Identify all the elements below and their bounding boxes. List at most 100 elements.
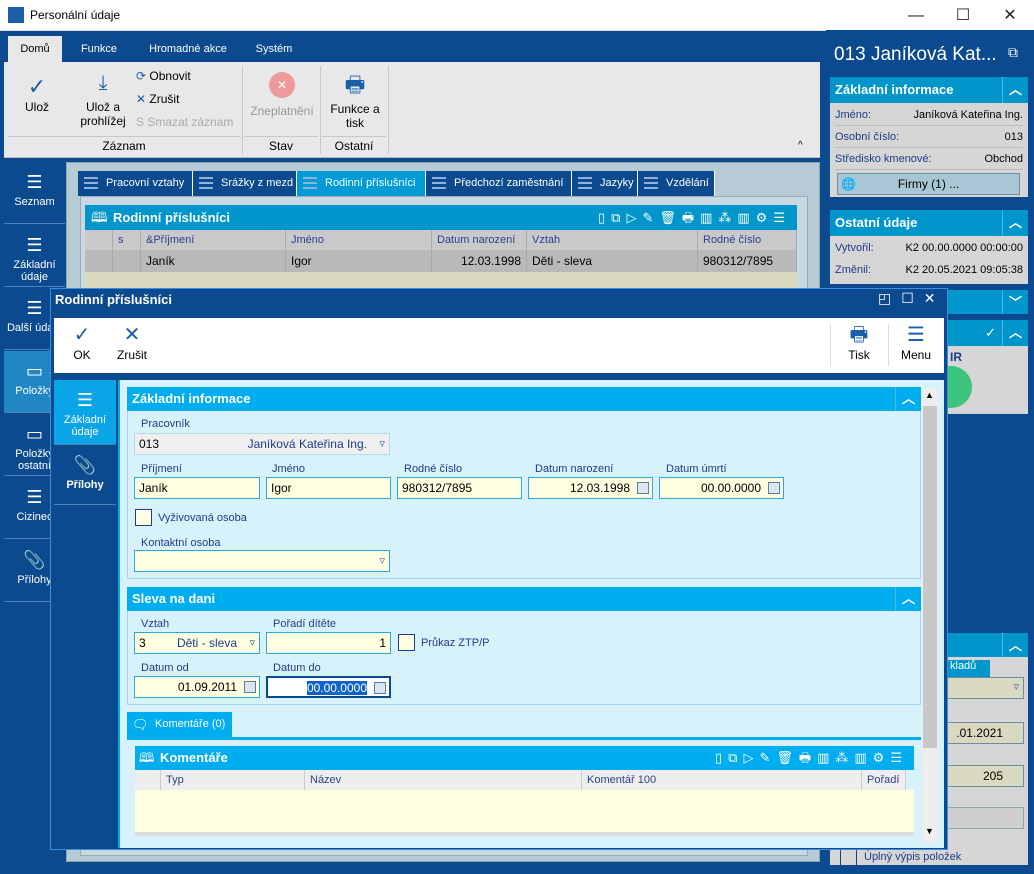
ztp-checkbox[interactable] [398, 634, 415, 651]
column-header-s[interactable]: s [113, 230, 141, 250]
sidebar-item-polozky-ostatni[interactable]: ▭ Položky ostatní [4, 414, 65, 476]
column-header[interactable] [135, 770, 161, 790]
other-info-header[interactable]: Ostatní údaje ︿ [830, 210, 1028, 236]
tab-hromadne-akce[interactable]: Hromadné akce [149, 43, 227, 55]
comments-toolbar-icons[interactable]: ▯⧉▷✎🗑🖶▥⁂▥⚙☰ [715, 750, 908, 765]
surname-field[interactable]: Janík [134, 477, 260, 499]
birth-date-field[interactable]: 12.03.1998 [528, 477, 653, 499]
tab-srazky-z-mezd[interactable]: Srážky z mezd [193, 171, 297, 196]
column-header-jmeno[interactable]: Jméno [286, 230, 432, 250]
partial-number[interactable]: 205 [940, 765, 1024, 787]
tab-funkce[interactable]: Funkce [80, 43, 118, 55]
dependent-checkbox[interactable] [135, 509, 152, 526]
partial-tab[interactable]: kladů [940, 660, 990, 677]
ribbon: ✓ Ulož ⤓ Ulož a prohlížej ⟳ Obnovit ✕ Zr… [4, 62, 820, 158]
list-icon: ☰ [26, 298, 43, 318]
chevron-up-icon[interactable]: ︿ [1002, 633, 1028, 657]
calendar-icon[interactable] [374, 682, 386, 694]
column-header-vztah[interactable]: Vztah [527, 230, 698, 250]
chevron-up-icon[interactable]: ︿ [1002, 77, 1028, 103]
chevron-up-icon[interactable]: ︿ [895, 387, 921, 411]
column-header-rodne-cislo[interactable]: Rodné číslo [698, 230, 797, 250]
date-from-field[interactable]: 01.09.2011 [134, 676, 260, 698]
dropdown-icon[interactable]: ▿ [379, 555, 385, 567]
minimize-button[interactable]: — [908, 7, 924, 24]
cancel-button[interactable]: ✕ Zrušit [136, 92, 179, 106]
tab-rodinni-prislusnici[interactable]: Rodinní příslušníci [297, 171, 426, 196]
column-header-komentar[interactable]: Komentář 100 [582, 770, 862, 790]
calendar-icon[interactable] [768, 482, 780, 494]
title-bar: Personální údaje — ☐ ✕ [0, 0, 1034, 31]
maximize-button[interactable]: ☐ [955, 7, 971, 24]
comments-tab[interactable]: 🗨 Komentáře (0) [127, 712, 232, 737]
firms-button[interactable]: 🌐 Firmy (1) ... [837, 173, 1020, 195]
tax-section-header[interactable]: Sleva na dani ︿ [127, 587, 921, 611]
tab-vzdelani[interactable]: Vzdělání [638, 171, 715, 196]
cell-prijmeni: Janík [141, 250, 286, 272]
section-title: Základní informace [132, 391, 251, 406]
worker-field[interactable]: 013 Janíková Kateřina Ing. ▿ [134, 433, 390, 455]
functions-print-button[interactable]: 🖶 Funkce a tisk [324, 70, 386, 130]
sidebar-item-cizinec[interactable]: ☰ Cizinec [4, 477, 65, 539]
partial-select-2[interactable] [940, 807, 1024, 829]
full-listing-checkbox[interactable] [840, 849, 857, 866]
scroll-down-icon[interactable]: ▼ [925, 826, 934, 836]
child-order-field[interactable]: 1 [266, 632, 391, 654]
chevron-down-icon[interactable]: ﹀ [1002, 290, 1028, 314]
column-header-prijmeni[interactable]: &Příjmení [141, 230, 286, 250]
x-icon: ✕ [123, 324, 141, 346]
date-to-field[interactable]: 00.00.0000 [266, 676, 391, 698]
menu-button[interactable]: ☰ Menu [894, 318, 938, 373]
column-header-poradi[interactable]: Pořadí [862, 770, 906, 790]
rc-field[interactable]: 980312/7895 [397, 477, 522, 499]
popout-icon[interactable]: ⧉ [1008, 44, 1018, 60]
relation-field[interactable]: 3 Děti - sleva ▿ [134, 632, 260, 654]
check-icon: ✓ [73, 324, 91, 346]
table-row[interactable]: Janík Igor 12.03.1998 Děti - sleva 98031… [85, 250, 797, 272]
sidebar-item-prilohy[interactable]: 📎 Přílohy [4, 540, 65, 602]
chevron-up-icon[interactable]: ︿ [1002, 210, 1028, 236]
column-header-nazev[interactable]: Název [305, 770, 582, 790]
name-field[interactable]: Igor [266, 477, 391, 499]
sidebar-item-zakladni-udaje[interactable]: ☰ Základní údaje [4, 225, 65, 287]
cancel-dialog-button[interactable]: ✕ Zrušit [112, 318, 152, 373]
basic-info-section-header[interactable]: Základní informace ︿ [127, 387, 921, 411]
close-button[interactable]: ✕ [1003, 7, 1017, 24]
column-header-datum-narozeni[interactable]: Datum narození [432, 230, 527, 250]
chevron-up-icon[interactable]: ︿ [1002, 320, 1028, 346]
contact-field[interactable]: ▿ [134, 550, 390, 572]
calendar-icon[interactable] [244, 681, 256, 693]
dialog-window-controls[interactable]: ◰☐✕ [878, 290, 946, 306]
scroll-thumb[interactable] [923, 406, 937, 748]
scroll-up-icon[interactable]: ▲ [925, 390, 934, 400]
ok-button[interactable]: ✓ OK [64, 318, 100, 373]
tab-predchozi-zamestnani[interactable]: Předchozí zaměstnání [426, 171, 572, 196]
tab-domu[interactable]: Domů [8, 36, 62, 62]
save-and-view-button[interactable]: ⤓ Ulož a prohlížej [70, 70, 136, 128]
column-header[interactable] [85, 230, 113, 250]
save-button[interactable]: ✓ Ulož [14, 74, 60, 114]
tab-pracovni-vztahy[interactable]: Pracovní vztahy [78, 171, 193, 196]
partial-date[interactable]: .01.2021 [940, 722, 1024, 744]
vertical-scrollbar[interactable]: ▲ ▼ [922, 388, 938, 842]
collapse-ribbon-icon[interactable]: ^ [798, 140, 803, 151]
print-button[interactable]: 🖶 Tisk [838, 318, 880, 373]
grid-toolbar-icons[interactable]: ▯⧉▷✎🗑🖶▥⁂▥⚙☰ [598, 210, 791, 225]
tab-system[interactable]: Systém [255, 43, 293, 55]
sidebar-item-seznam[interactable]: ☰ Seznam [4, 162, 65, 224]
tab-jazyky[interactable]: Jazyky [572, 171, 638, 196]
death-date-field[interactable]: 00.00.0000 [659, 477, 784, 499]
column-header-typ[interactable]: Typ [161, 770, 305, 790]
basic-info-header[interactable]: Základní informace ︿ [830, 77, 1028, 103]
calendar-icon[interactable] [637, 482, 649, 494]
check-circle-icon[interactable]: ✓ [985, 325, 996, 340]
dropdown-icon[interactable]: ▿ [249, 637, 255, 649]
chevron-up-icon[interactable]: ︿ [895, 587, 921, 611]
dropdown-icon[interactable]: ▿ [379, 438, 385, 450]
sidebar-item-dalsi-udaje[interactable]: ☰ Další údaje [4, 288, 65, 350]
dialog-nav-prilohy[interactable]: 📎 Přílohy [54, 445, 116, 505]
dialog-nav-zakladni-udaje[interactable]: ☰ Základní údaje [54, 380, 116, 445]
refresh-button[interactable]: ⟳ Obnovit [136, 69, 191, 83]
partial-select[interactable]: ▿ [940, 677, 1024, 699]
check-icon: ✓ [27, 74, 47, 99]
